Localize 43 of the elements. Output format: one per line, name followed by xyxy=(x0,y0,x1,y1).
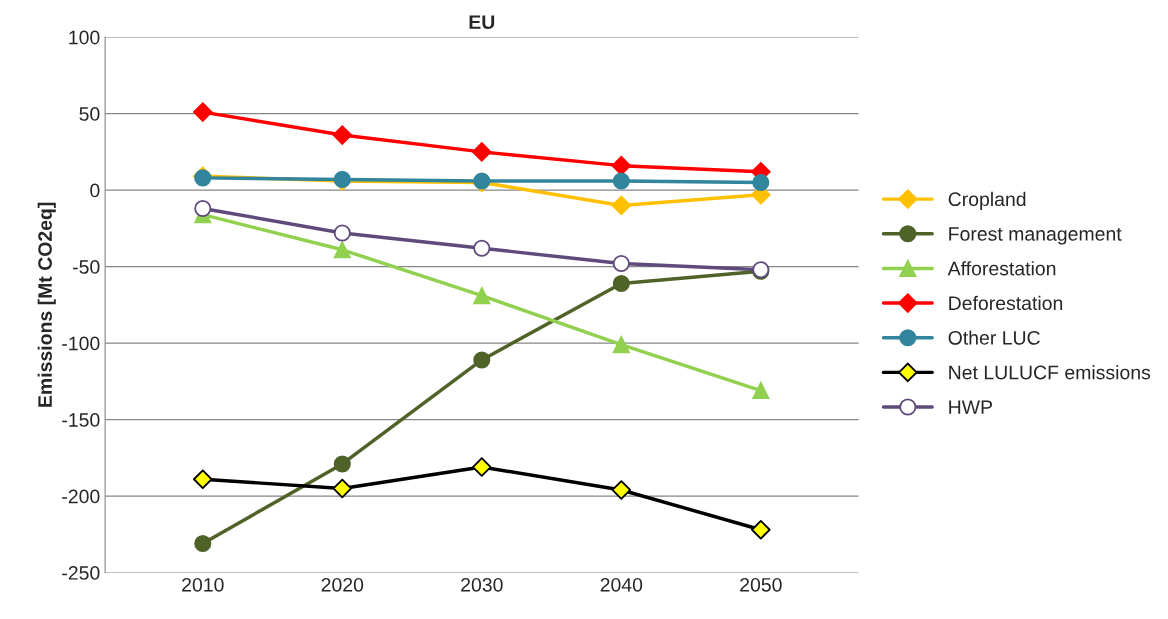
point xyxy=(194,534,212,553)
point xyxy=(752,173,770,192)
legend-label: HWP xyxy=(949,400,993,414)
x-tick-label: 2030 xyxy=(461,577,503,592)
x-tick-label: 2010 xyxy=(182,577,224,592)
point xyxy=(333,455,351,473)
legend-label: Afforestation xyxy=(947,261,1056,276)
legend-label: Net LULUCF emissions xyxy=(949,365,1151,380)
chart-title: EU xyxy=(469,15,495,29)
y-tick-label: 0 xyxy=(90,183,100,198)
x-tick-label: 2040 xyxy=(600,577,643,592)
point xyxy=(333,170,351,188)
point xyxy=(472,142,492,162)
y-tick-label: -100 xyxy=(62,336,100,351)
point xyxy=(332,125,353,145)
point xyxy=(333,241,351,259)
legend-label: Forest management xyxy=(949,227,1122,245)
y-tick-label: -200 xyxy=(62,489,100,504)
point xyxy=(193,469,213,490)
point xyxy=(193,102,213,122)
point xyxy=(612,336,630,354)
legend-label: Other LUC xyxy=(948,330,1040,345)
y-tick-label: -150 xyxy=(62,413,100,427)
point xyxy=(611,195,632,216)
point xyxy=(612,274,630,292)
x-tick-label: 2050 xyxy=(740,577,782,592)
legend-label: Cropland xyxy=(948,191,1026,210)
point xyxy=(611,480,632,500)
y-tick-label: -250 xyxy=(62,566,100,580)
y-tick-label: 100 xyxy=(69,30,100,45)
point xyxy=(473,287,491,305)
point xyxy=(611,155,632,176)
point xyxy=(472,457,492,477)
x-tick-label: 2020 xyxy=(321,577,364,592)
legend-label: Deforestation xyxy=(949,295,1063,311)
y-tick-label: 50 xyxy=(79,107,100,121)
y-axis-title: Emissions [Mt CO2eq] xyxy=(37,202,56,407)
point xyxy=(612,172,630,190)
y-tick-label: -50 xyxy=(73,260,100,274)
point xyxy=(332,478,353,499)
point xyxy=(752,381,770,400)
point xyxy=(473,351,491,369)
point xyxy=(751,519,771,540)
